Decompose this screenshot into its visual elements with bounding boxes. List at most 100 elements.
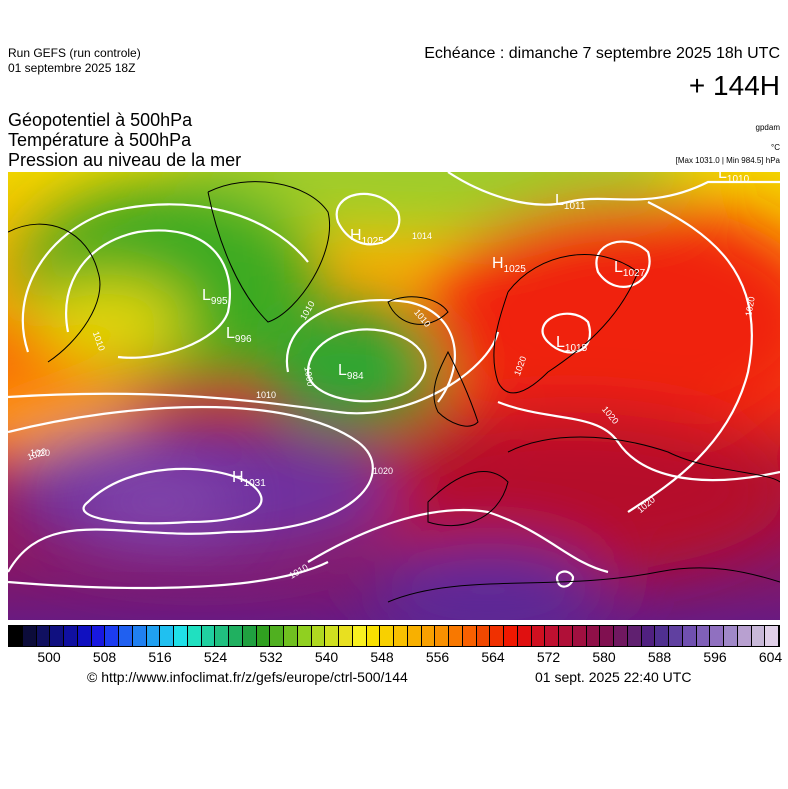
canada [8, 223, 101, 363]
colorbar-swatch [627, 626, 642, 646]
colorbar-swatch [201, 626, 216, 646]
isobar [307, 508, 609, 574]
source: © http://www.infoclimat.fr/z/gefs/europe… [87, 669, 408, 685]
colorbar-swatch [655, 626, 669, 646]
isobar [8, 561, 329, 590]
colorbar-swatch [462, 626, 477, 646]
colorbar-label: 548 [370, 649, 394, 665]
isobar-label: 1020 [30, 448, 50, 458]
colorbar-swatch [146, 626, 161, 646]
colorbar-label: 604 [758, 649, 783, 665]
colorbar-swatch [421, 626, 436, 646]
isobar-label: 1020 [743, 296, 756, 317]
colorbar-swatch [710, 626, 724, 646]
isobar-label: 1014 [412, 231, 432, 241]
pressure-center: L1027 [614, 259, 646, 279]
colorbar-swatch [311, 626, 326, 646]
center-value: 1011 [564, 201, 586, 212]
pressure-center: H1031 [232, 469, 266, 489]
colorbar-swatch [270, 626, 284, 646]
isobar [82, 467, 263, 525]
colorbar-swatch [545, 626, 559, 646]
colorbar-label: 532 [259, 649, 283, 665]
colorbar-swatch [64, 626, 78, 646]
colorbar-label: 500 [37, 649, 61, 665]
lead-time: + 144H [688, 70, 780, 101]
isobar [8, 405, 374, 573]
center-letter: L [718, 172, 727, 182]
colorbar-swatch [229, 626, 243, 646]
colorbar-label: 540 [314, 649, 339, 665]
isobars [8, 172, 780, 590]
colorbar-swatch [490, 626, 504, 646]
colorbar-swatch [22, 626, 37, 646]
isobar [627, 201, 754, 513]
colorbar-labels: 500 508 516 524 532 540 548 556 564 572 580 588 596 6… [0, 649, 788, 667]
colorbar-swatch [119, 626, 133, 646]
colorbar-swatch [435, 626, 449, 646]
colorbar-swatch [366, 626, 381, 646]
generated: 01 sept. 2025 22:40 UTC [535, 669, 692, 685]
center-value: 1010 [727, 174, 750, 185]
africa [387, 567, 780, 603]
pressure-center: L1010 [718, 172, 750, 185]
colorbar-swatch [559, 626, 573, 646]
colorbar-swatch [600, 626, 614, 646]
colorbar-swatch [682, 626, 697, 646]
colorbar-swatch [215, 626, 229, 646]
colorbar-swatch [531, 626, 546, 646]
isobar [306, 328, 427, 403]
colorbar-swatch [476, 626, 491, 646]
coastlines [8, 181, 780, 603]
isobar-label: 1000 [302, 366, 315, 387]
center-value: 1015 [565, 343, 588, 354]
colorbar-swatch [696, 626, 711, 646]
colorbar-swatch [765, 626, 779, 646]
colorbar-swatch [737, 626, 752, 646]
greenland [207, 181, 330, 323]
center-letter: H [232, 469, 244, 486]
isobar-label: 1020 [373, 466, 393, 476]
colorbar-swatch [572, 626, 587, 646]
colorbar-label: 524 [203, 649, 228, 665]
europe [507, 436, 780, 483]
colorbar-swatch [339, 626, 353, 646]
colorbar-swatch [256, 626, 271, 646]
pressure-center: H1025 [350, 227, 384, 247]
center-letter: L [226, 325, 235, 342]
colorbar-label: 508 [92, 649, 117, 665]
colorbar-label: 572 [536, 649, 561, 665]
british-isles [433, 350, 479, 427]
center-letter: L [338, 362, 347, 379]
colorbar-swatch [641, 626, 656, 646]
colorbar-swatch [394, 626, 408, 646]
center-letter: L [556, 334, 565, 351]
colorbar-label: 564 [481, 649, 505, 665]
colorbar-swatch [284, 626, 298, 646]
iceland [387, 296, 449, 325]
colorbar-label: 596 [703, 649, 727, 665]
center-value: 996 [235, 334, 252, 345]
colorbar-swatch [297, 626, 312, 646]
isobar [21, 203, 309, 353]
center-letter: H [350, 227, 362, 244]
isobar-label: 1010 [256, 390, 276, 400]
pressure-center: L996 [226, 325, 252, 345]
field-blobs [8, 172, 780, 620]
colorbar-swatch [9, 626, 23, 646]
unit: °C [771, 143, 780, 152]
colorbar-swatch [751, 626, 766, 646]
colorbar-label: 580 [592, 649, 616, 665]
isobar [335, 192, 401, 246]
colorbar-swatch [91, 626, 106, 646]
center-letter: L [555, 192, 564, 209]
isobar [447, 172, 780, 206]
colorbar-swatch [669, 626, 683, 646]
isobar [497, 400, 780, 482]
pressure-center: L1011 [555, 192, 586, 212]
center-value: 1031 [244, 478, 267, 489]
center-value: 995 [211, 296, 228, 307]
